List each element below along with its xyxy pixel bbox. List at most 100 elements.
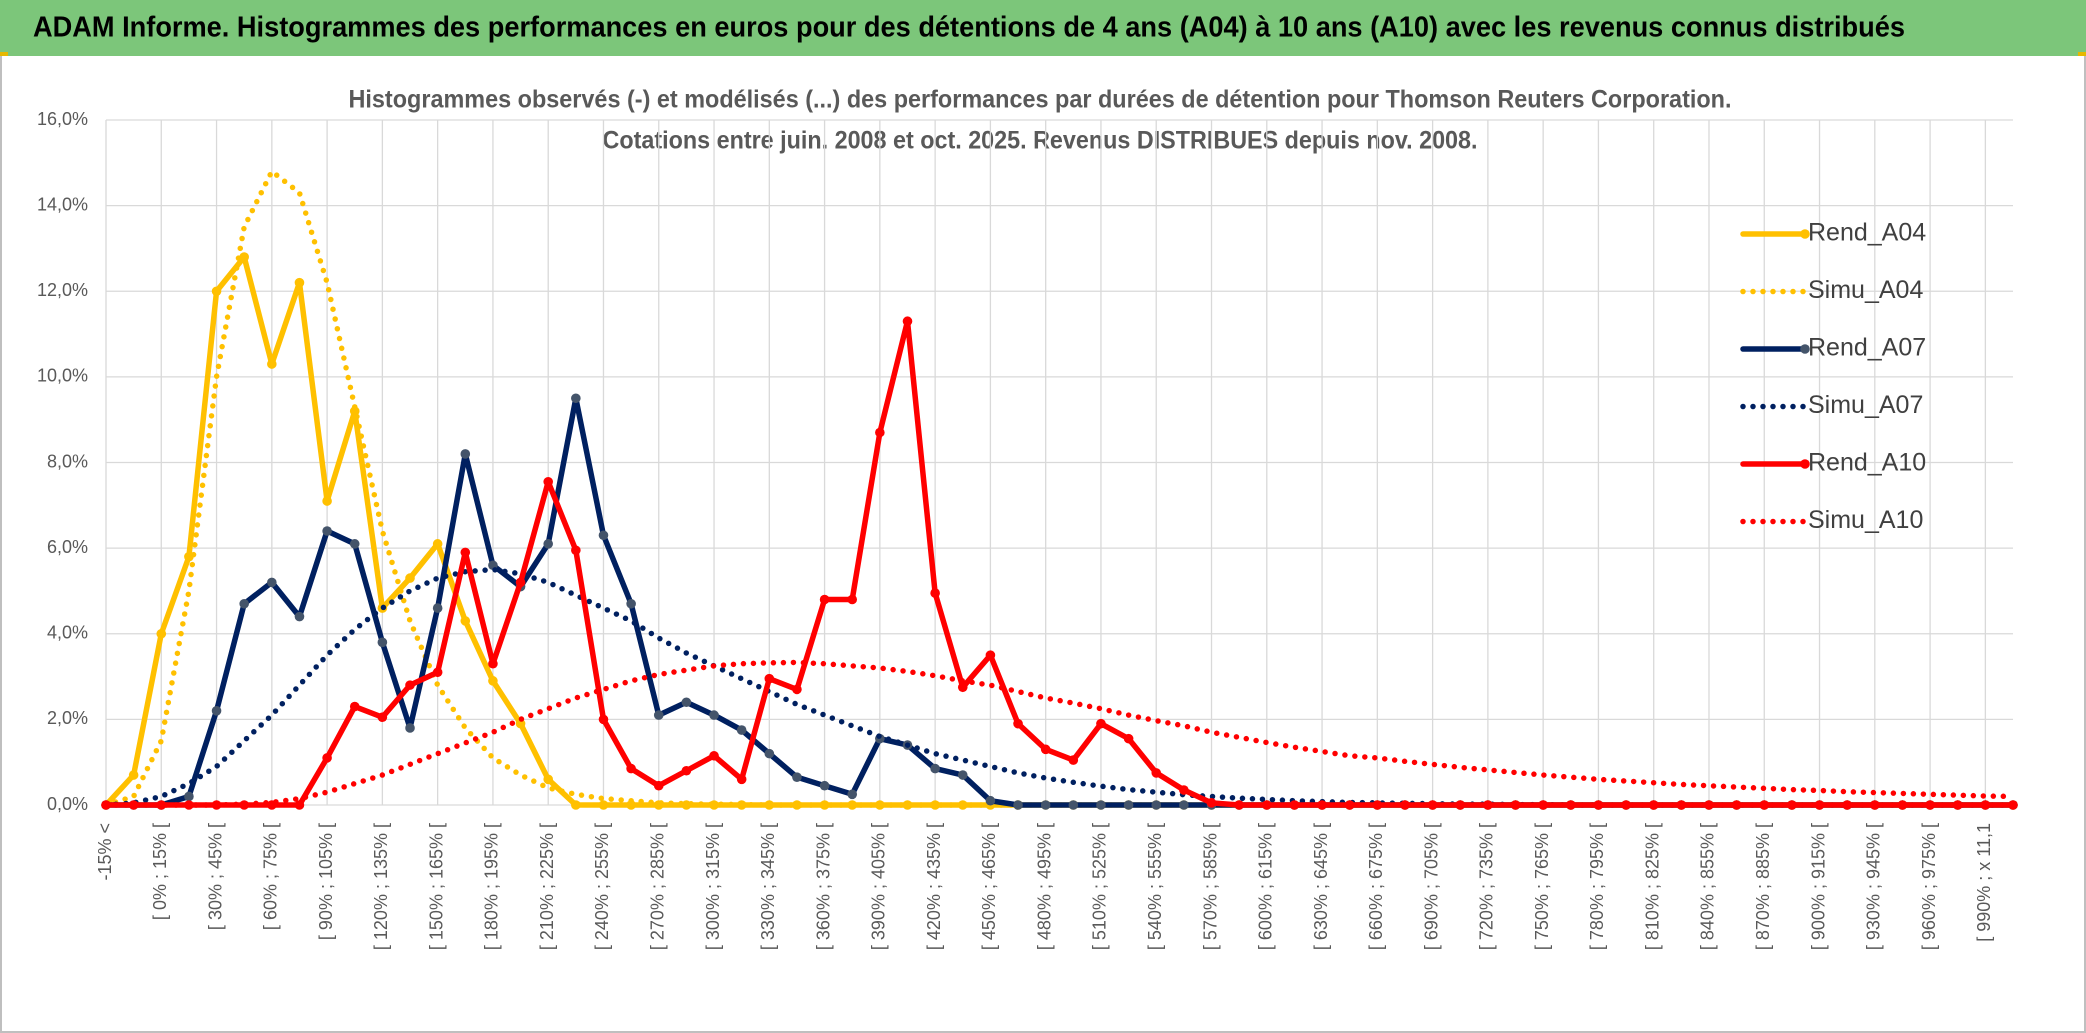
marker [156,628,167,639]
legend-label: Rend_A04 [1808,219,1926,247]
marker [1676,800,1687,810]
x-tick-label: [ 780% ; 795% [ [1587,823,1607,950]
marker [543,539,554,549]
x-tick-label: -15% < [95,823,115,881]
marker [543,774,554,785]
marker [1289,800,1300,810]
marker [1842,800,1852,810]
marker [377,712,388,723]
marker [1151,768,1162,778]
header-title: ADAM Informe. Histogrammes des performan… [33,12,1905,44]
y-tick-label: 16,0% [37,109,88,129]
marker [1068,755,1079,765]
dotted-line [103,659,2016,808]
marker [736,774,747,785]
x-tick-label: [ 630% ; 645% [ [1311,823,1331,950]
legend-label: Simu_A10 [1808,506,1923,534]
marker [1234,800,1244,810]
marker [847,789,858,800]
marker [1013,800,1023,810]
marker [488,658,498,669]
x-tick-label: [ 420% ; 435% [ [924,823,944,950]
marker [902,316,913,327]
x-tick-label: [ 900% ; 915% [ [1808,823,1828,950]
x-tick-label: [ 510% ; 525% [ [1090,823,1110,950]
marker [1096,800,1106,810]
marker [184,791,194,802]
x-tick-label: [ 990% ; x 11,1 [1974,823,1994,942]
marker [736,725,747,735]
y-tick-label: 10,0% [37,366,88,386]
marker [1179,800,1189,810]
marker [432,539,443,549]
marker [1925,800,1935,810]
marker [1151,800,1162,810]
legend-label: Simu_A04 [1808,276,1923,304]
marker [653,710,664,720]
line [103,318,2016,808]
marker [764,673,775,684]
marker [322,753,332,763]
y-tick-label: 0,0% [47,794,88,814]
marker [626,598,636,609]
marker [322,526,332,536]
marker [156,800,167,810]
x-tick-label: [ 30% ; 45% [ [205,823,225,930]
marker [1510,800,1521,810]
marker [1317,800,1327,810]
marker [1759,800,1770,810]
marker [322,496,332,506]
x-tick-label: [ 330% ; 345% [ [758,823,778,950]
x-tick-label: [ 360% ; 375% [ [813,823,833,950]
marker [1123,733,1134,744]
marker [1455,800,1466,810]
marker [930,588,940,598]
marker [294,277,305,288]
marker [1538,800,1548,810]
y-tick-label: 14,0% [37,194,88,214]
marker [1427,800,1438,810]
marker [1372,800,1383,810]
marker [1483,800,1493,810]
x-tick-label: [ 570% ; 585% [ [1200,823,1220,950]
marker [211,286,222,297]
x-tick-label: [ 720% ; 735% [ [1477,823,1497,950]
marker [792,800,802,810]
marker [626,763,636,774]
marker [1980,800,1991,810]
marker [681,697,692,708]
y-tick-label: 12,0% [37,280,88,300]
marker [985,795,996,806]
marker [128,770,139,780]
marker [819,594,830,605]
marker [1013,718,1023,729]
legend-label: Rend_A07 [1808,334,1926,362]
marker [626,800,636,810]
marker [709,710,719,720]
marker [875,427,885,438]
marker [1261,800,1272,810]
marker [1068,800,1079,810]
x-tick-label: [ 270% ; 285% [ [648,823,668,950]
marker [930,800,940,810]
y-tick-label: 2,0% [47,708,88,728]
marker [1206,798,1217,808]
marker [211,706,222,716]
marker [1648,800,1659,810]
x-tick-label: [ 690% ; 705% [ [1421,823,1441,950]
x-tick-label: [ 750% ; 765% [ [1532,823,1552,950]
x-tick-label: [ 60% ; 75% [ [261,823,281,930]
marker [543,476,554,487]
marker [239,252,249,262]
corner-accent [0,52,8,56]
x-tick-label: [ 600% ; 615% [ [1256,823,1276,950]
grid: -15% < [ 0% ; 15% [[ 30% ; 45% [[ 60% ; 7… [37,109,2013,950]
marker [1704,800,1714,810]
marker [1593,800,1604,810]
marker [1179,785,1189,795]
marker [571,393,581,404]
marker [405,723,415,733]
marker [1952,800,1963,810]
